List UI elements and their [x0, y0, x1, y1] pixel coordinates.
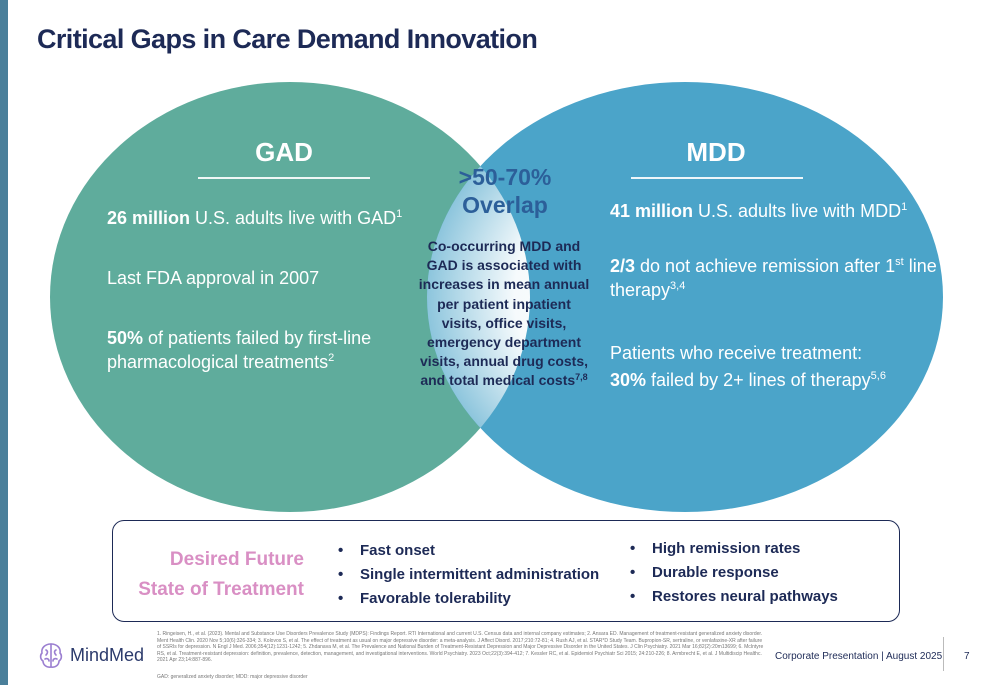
- brand-logo-text: MindMed: [70, 645, 145, 665]
- list-item: High remission rates: [626, 537, 838, 561]
- gad-heading: GAD: [255, 137, 313, 167]
- gad-stat-prevalence: 26 million U.S. adults live with GAD1: [107, 208, 403, 228]
- list-item: Restores neural pathways: [626, 585, 838, 609]
- future-state-right-list: High remission rates Durable response Re…: [626, 537, 838, 609]
- list-item: Single intermittent administration: [334, 563, 599, 587]
- footer-divider: [943, 637, 944, 671]
- mdd-stat-remission: 2/3 do not achieve remission after 1st l…: [610, 256, 937, 300]
- list-item: Fast onset: [334, 539, 599, 563]
- mdd-stat-treatment: Patients who receive treatment:: [610, 343, 863, 363]
- references-footnote: 1. Ringeisen, H., et al. (2023). Mental …: [157, 631, 764, 664]
- overlap-percentage: >50-70% Overlap: [458, 164, 552, 218]
- gad-stat-fda: Last FDA approval in 2007: [107, 268, 320, 288]
- future-state-label: Desired Future State of Treatment: [138, 549, 304, 600]
- gad-stat-failed: 50% of patients failed by first-line pha…: [107, 328, 372, 372]
- mdd-stat-prevalence: 41 million U.S. adults live with MDD1: [610, 201, 908, 221]
- list-item: Favorable tolerability: [334, 587, 599, 611]
- brain-icon: [39, 643, 63, 668]
- future-state-left-list: Fast onset Single intermittent administr…: [334, 539, 599, 611]
- slide-title: Critical Gaps in Care Demand Innovation: [37, 24, 538, 54]
- abbreviations-footnote: GAD: generalized anxiety disorder; MDD: …: [157, 674, 308, 680]
- mdd-stat-failed: 30% failed by 2+ lines of therapy5,6: [610, 370, 886, 390]
- mdd-heading: MDD: [686, 137, 746, 167]
- page-number: 7: [964, 651, 970, 662]
- side-accent-bar: [0, 0, 8, 685]
- gad-circle: [50, 82, 530, 512]
- overlap-description: Co-occurring MDD and GAD is associated w…: [418, 238, 590, 389]
- list-item: Durable response: [626, 561, 838, 585]
- gad-heading-rule: [198, 177, 370, 179]
- presentation-label: Corporate Presentation | August 2025: [775, 651, 943, 662]
- mdd-circle: [427, 82, 943, 512]
- mdd-heading-rule: [631, 177, 803, 179]
